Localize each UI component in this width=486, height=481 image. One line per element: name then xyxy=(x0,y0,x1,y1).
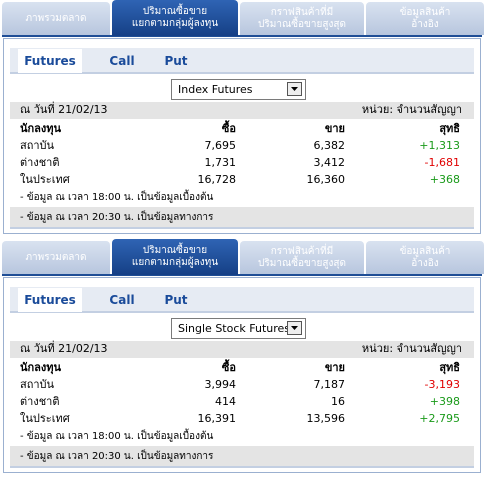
header-cell: นักลงทุน xyxy=(20,122,62,135)
subtab[interactable]: Futures xyxy=(18,288,82,312)
select-arrow xyxy=(287,82,302,96)
unit: หน่วย: จำนวนสัญญา xyxy=(361,103,462,116)
tab-label: อ้างอิง xyxy=(411,18,439,30)
table-cell: 13,596 xyxy=(306,412,346,425)
tab[interactable]: ปริมาณซื้อขาย แยกตามกลุ่มผู้ลงทุน xyxy=(112,239,238,275)
header-cell: ขาย xyxy=(324,361,345,374)
table-cell: 7,187 xyxy=(313,378,346,391)
table-cell: 7,695 xyxy=(204,139,237,152)
arrow-icon xyxy=(291,326,298,330)
tab[interactable]: กราฟสินค้าที่มี ปริมาณซื้อขายสูงสุด xyxy=(240,241,364,274)
select[interactable]: Index Futures xyxy=(171,79,306,100)
header-cell: ซื้อ xyxy=(221,361,236,374)
tab-label: กราฟสินค้าที่มี xyxy=(270,6,334,18)
date: ณ วันที่ 21/02/13 xyxy=(20,103,108,116)
table-cell: 3,412 xyxy=(313,156,346,169)
unit: หน่วย: จำนวนสัญญา xyxy=(361,342,462,355)
tab-label: กราฟสินค้าที่มี xyxy=(270,245,334,257)
table-cell: 16,360 xyxy=(306,173,346,186)
table-cell: +368 xyxy=(429,173,460,186)
header-cell: สุทธิ xyxy=(439,122,460,135)
table-cell: สถาบัน xyxy=(20,139,55,152)
note: - ข้อมูล ณ เวลา 18:00 น. เป็นข้อมูลเบื้อ… xyxy=(20,431,214,442)
note-bg xyxy=(10,446,474,468)
note: - ข้อมูล ณ เวลา 20:30 น. เป็นข้อมูลทางกา… xyxy=(20,451,214,462)
tab[interactable]: ปริมาณซื้อขาย แยกตามกลุ่มผู้ลงทุน xyxy=(112,0,238,36)
tab-label: ปริมาณซื้อขายสูงสุด xyxy=(258,257,346,269)
select[interactable]: Single Stock Futures xyxy=(171,318,306,339)
panel-box xyxy=(3,277,481,473)
note-bg xyxy=(10,207,474,229)
date-row-bg xyxy=(10,341,474,358)
note: - ข้อมูล ณ เวลา 18:00 น. เป็นข้อมูลเบื้อ… xyxy=(20,192,214,203)
panel-box xyxy=(3,38,481,234)
note: - ข้อมูล ณ เวลา 20:30 น. เป็นข้อมูลทางกา… xyxy=(20,212,214,223)
tab[interactable]: ข้อมูลสินค้า อ้างอิง xyxy=(366,2,484,35)
tab-label: ข้อมูลสินค้า xyxy=(399,245,451,257)
tab-label: แยกตามกลุ่มผู้ลงทุน xyxy=(131,18,219,29)
table-cell: 6,382 xyxy=(313,139,346,152)
arrow-icon xyxy=(291,87,298,91)
table-cell: 16,728 xyxy=(197,173,237,186)
tab[interactable]: ภาพรวมตลาด xyxy=(2,2,110,35)
tab-label: ภาพรวมตลาด xyxy=(25,12,87,24)
subtab[interactable]: Put xyxy=(164,54,188,68)
table-cell: ต่างชาติ xyxy=(20,395,60,408)
subtab[interactable]: Call xyxy=(109,293,135,307)
table-cell: +398 xyxy=(429,395,460,408)
table-cell: สถาบัน xyxy=(20,378,55,391)
tab-bar-line xyxy=(2,35,482,37)
table-cell: ต่างชาติ xyxy=(20,156,60,169)
header-cell: สุทธิ xyxy=(439,361,460,374)
table-cell: 16,391 xyxy=(197,412,237,425)
table-cell: ในประเทศ xyxy=(20,173,70,186)
table-cell: 16 xyxy=(331,395,345,408)
subtab-strip xyxy=(10,287,474,313)
tab-label: ภาพรวมตลาด xyxy=(25,251,87,263)
table-cell: 3,994 xyxy=(204,378,237,391)
header-cell: ขาย xyxy=(324,122,345,135)
table-cell: +1,313 xyxy=(419,139,460,152)
subtab[interactable]: Call xyxy=(109,54,135,68)
tab-bar-line xyxy=(2,274,482,276)
tab[interactable]: ข้อมูลสินค้า อ้างอิง xyxy=(366,241,484,274)
table-cell: 414 xyxy=(215,395,236,408)
table-cell: -3,193 xyxy=(424,378,460,391)
header-cell: นักลงทุน xyxy=(20,361,62,374)
table-cell: +2,795 xyxy=(419,412,460,425)
header-cell: ซื้อ xyxy=(221,122,236,135)
subtab[interactable]: Futures xyxy=(18,49,82,73)
tab-label: ปริมาณซื้อขายสูงสุด xyxy=(258,18,346,30)
tab-label: ปริมาณซื้อขาย xyxy=(142,245,208,256)
table-cell: 1,731 xyxy=(204,156,237,169)
tab-label: ข้อมูลสินค้า xyxy=(399,6,451,18)
table-cell: ในประเทศ xyxy=(20,412,70,425)
tab[interactable]: กราฟสินค้าที่มี ปริมาณซื้อขายสูงสุด xyxy=(240,2,364,35)
select-arrow xyxy=(287,321,302,335)
tab[interactable]: ภาพรวมตลาด xyxy=(2,241,110,274)
subtab-strip xyxy=(10,48,474,74)
subtab[interactable]: Put xyxy=(164,293,188,307)
table-cell: -1,681 xyxy=(424,156,460,169)
tab-label: อ้างอิง xyxy=(411,257,439,269)
tab-label: ปริมาณซื้อขาย xyxy=(142,6,208,17)
date-row-bg xyxy=(10,102,474,119)
date: ณ วันที่ 21/02/13 xyxy=(20,342,108,355)
tab-label: แยกตามกลุ่มผู้ลงทุน xyxy=(131,257,219,268)
